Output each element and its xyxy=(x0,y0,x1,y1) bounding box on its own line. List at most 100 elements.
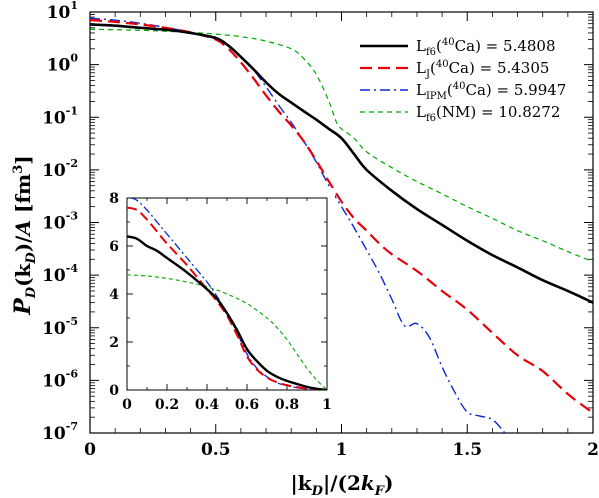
legend-sub: IPM xyxy=(426,91,447,102)
legend-paren: ( xyxy=(436,37,442,55)
inset-y-tick-label: 6 xyxy=(109,239,119,255)
ylabel-sup: 3 xyxy=(11,165,26,174)
legend-paren: ( xyxy=(447,81,453,99)
inset-x-tick-label: 0.4 xyxy=(195,397,220,413)
xlabel-part: k xyxy=(361,471,375,495)
inset-series-lines xyxy=(127,198,327,390)
legend-sub: f6 xyxy=(426,113,436,124)
legend-main: L xyxy=(416,103,426,121)
inset-x-tick-label: 0.8 xyxy=(275,397,299,413)
x-tick-label: 0 xyxy=(84,440,96,460)
legend-value: ) = 5.9947 xyxy=(486,81,566,99)
y-tick-label: 10-2 xyxy=(42,157,78,181)
inset-y-tick-label: 0 xyxy=(109,383,119,399)
xlabel-part: |/(2 xyxy=(323,471,361,495)
ylabel-part: P xyxy=(10,297,36,316)
y-tick-label: 10-4 xyxy=(42,262,78,286)
legend-paren-text: Ca xyxy=(455,37,475,55)
inset-y-tick-label: 8 xyxy=(109,191,119,207)
inset-plot-area xyxy=(99,188,335,416)
inset-x-tick-label: 0.6 xyxy=(235,397,259,413)
y-tick-exponent: -1 xyxy=(66,104,78,117)
ylabel-part: [fm xyxy=(11,174,35,220)
xlabel-part: |k xyxy=(291,471,313,495)
legend-sub: J xyxy=(425,69,430,80)
y-tick-label: 10-5 xyxy=(42,315,78,339)
y-tick-base: 10 xyxy=(42,371,66,391)
ylabel-sub: D xyxy=(24,252,39,265)
inset-x-tick-label: 1 xyxy=(322,397,332,413)
y-tick-base: 10 xyxy=(47,3,71,23)
y-tick-label: 10-1 xyxy=(42,104,78,128)
legend-paren: ( xyxy=(430,59,436,77)
inset-series-line-3 xyxy=(127,274,327,390)
legend-label-1: LJ(40Ca) = 5.4305 xyxy=(416,59,549,80)
x-axis-label: |kD|/(2kF) xyxy=(291,471,394,498)
legend-paren-text: NM xyxy=(442,103,470,121)
ylabel-part: (k xyxy=(11,262,35,286)
legend-paren-text: Ca xyxy=(449,59,469,77)
y-tick-label: 101 xyxy=(47,0,78,23)
y-tick-exponent: -6 xyxy=(66,367,79,380)
legend-main: L xyxy=(416,37,426,55)
ylabel-part: )/ xyxy=(11,235,35,252)
inset-y-tick-label: 4 xyxy=(109,287,119,303)
y-tick-base: 10 xyxy=(42,214,66,234)
y-tick-exponent: -2 xyxy=(66,157,78,170)
inset-x-tick-label: 0.2 xyxy=(155,397,179,413)
legend-main: L xyxy=(416,59,426,77)
legend-label-0: Lf6(40Ca) = 5.4808 xyxy=(416,37,556,58)
y-tick-label: 10-3 xyxy=(42,210,78,234)
y-axis-label: PD(kD)/A [fm3] xyxy=(10,155,39,315)
legend-label-3: Lf6(NM) = 10.8272 xyxy=(416,103,560,124)
legend-sup: 40 xyxy=(453,81,466,92)
y-tick-exponent: 0 xyxy=(70,52,78,65)
legend-main: L xyxy=(416,81,426,99)
legend-paren-text: Ca xyxy=(465,81,485,99)
xlabel-sub: F xyxy=(374,484,385,498)
y-tick-exponent: -3 xyxy=(66,210,78,223)
xlabel-part: ) xyxy=(384,471,393,495)
ylabel-part: ] xyxy=(11,155,35,164)
main-series-lines xyxy=(90,17,593,433)
y-tick-base: 10 xyxy=(47,56,71,76)
inset-background xyxy=(99,188,335,416)
y-tick-base: 10 xyxy=(42,319,66,339)
inset-series-line-1 xyxy=(127,206,327,390)
y-tick-base: 10 xyxy=(42,108,66,128)
y-tick-base: 10 xyxy=(42,161,66,181)
y-tick-base: 10 xyxy=(42,424,66,444)
y-tick-label: 100 xyxy=(47,52,79,76)
x-tick-label: 1.5 xyxy=(452,440,482,460)
legend-value: ) = 5.4305 xyxy=(469,59,549,77)
legend-sub: f6 xyxy=(426,47,436,58)
inset-y-tick-label: 2 xyxy=(109,335,119,351)
legend-value: ) = 10.8272 xyxy=(470,103,560,121)
y-tick-exponent: -7 xyxy=(66,420,78,433)
y-tick-exponent: -5 xyxy=(66,315,78,328)
y-tick-exponent: 1 xyxy=(70,0,78,12)
y-tick-label: 10-6 xyxy=(42,367,78,391)
y-tick-label: 10-7 xyxy=(42,420,78,444)
main-tick-labels: 0 0.5 1 1.5 210-710-610-510-410-310-210-1100… xyxy=(42,0,599,460)
legend-paren: ( xyxy=(436,103,442,121)
xlabel-sub: D xyxy=(311,484,324,498)
x-tick-label: 0.5 xyxy=(201,440,231,460)
x-tick-label: 1 xyxy=(336,440,348,460)
inset-x-tick-label: 0 xyxy=(122,397,132,413)
main-axis-ticks xyxy=(89,11,594,434)
inset-series-line-0 xyxy=(127,235,327,390)
main-series-line-0 xyxy=(90,23,593,304)
x-tick-label: 2 xyxy=(587,440,599,460)
legend-sup: 40 xyxy=(442,37,455,48)
legend-sup: 40 xyxy=(436,59,449,70)
ylabel-sub: D xyxy=(24,286,39,299)
ylabel-part: A xyxy=(11,220,35,238)
y-tick-base: 10 xyxy=(42,266,66,286)
legend-value: ) = 5.4808 xyxy=(475,37,555,55)
y-tick-exponent: -4 xyxy=(66,262,79,275)
legend-label-2: LIPM(40Ca) = 5.9947 xyxy=(416,81,566,102)
inset-tick-labels: 0 0.2 0.4 0.6 0.8 1 0 2 4 6 8 xyxy=(109,191,332,413)
